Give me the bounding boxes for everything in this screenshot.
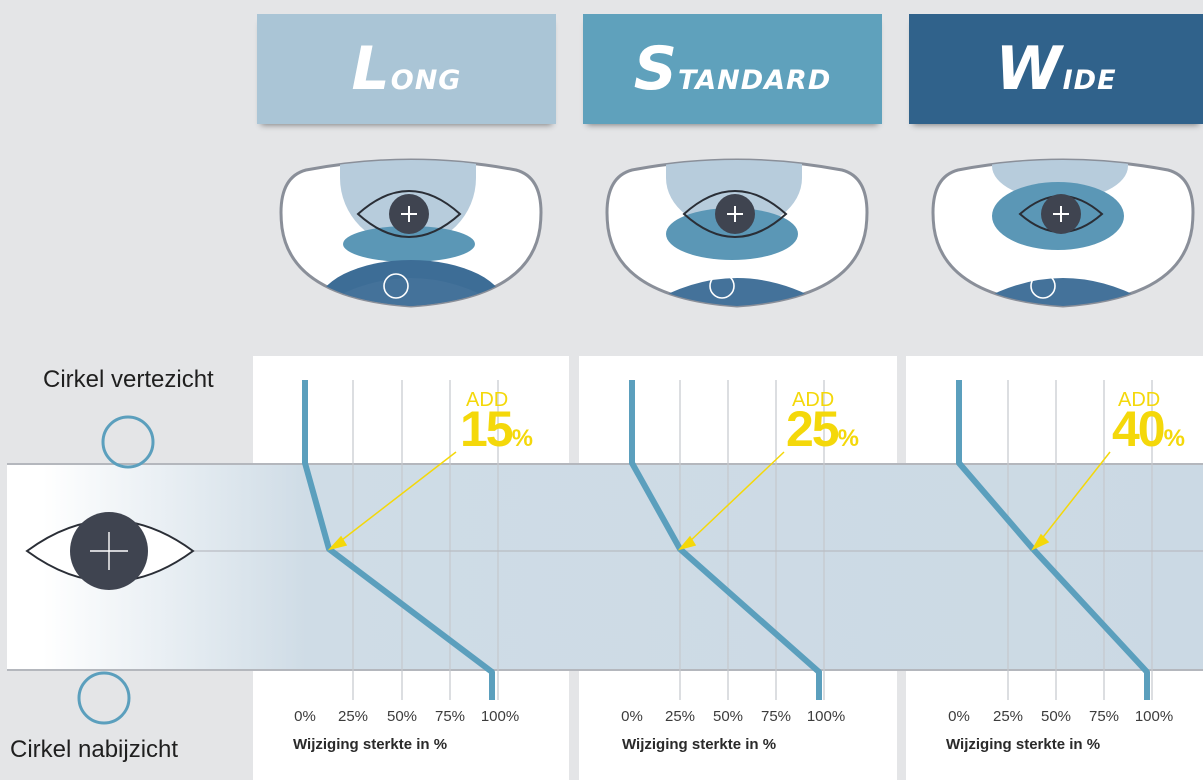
add-label-standard: ADD (792, 389, 835, 411)
label-near-circle: Cirkel nabijzicht (10, 736, 179, 763)
tick-label: 50% (1040, 708, 1072, 725)
lens-icon-wide (931, 158, 1195, 308)
tick-label: 0% (948, 708, 970, 725)
header-wide: Wide (909, 14, 1203, 124)
lens-icon-standard (605, 158, 869, 308)
header-standard-label: Standard (633, 34, 832, 104)
header-standard: Standard (583, 14, 882, 124)
tick-label: 100% (1134, 708, 1174, 725)
tick-label: 100% (806, 708, 846, 725)
label-far-circle: Cirkel vertezicht (43, 366, 214, 393)
tick-label: 75% (1088, 708, 1120, 725)
add-number-wide: 40 (1112, 401, 1166, 457)
eye-icon (25, 512, 195, 590)
add-label-wide: ADD (1118, 389, 1161, 411)
tick-label: 100% (480, 708, 520, 725)
tick-label: 75% (760, 708, 792, 725)
add-value-wide: 40% (1112, 400, 1185, 458)
tick-label: 0% (621, 708, 643, 725)
add-label-long: ADD (466, 389, 509, 411)
xlabel-wide: Wijziging sterkte in % (946, 736, 1101, 753)
lens-icon-long (279, 158, 543, 308)
circle-near-icon (77, 671, 131, 725)
header-long: Long (257, 14, 556, 124)
add-unit-long: % (511, 425, 533, 452)
tick-label: 25% (664, 708, 696, 725)
add-value-long: 15% (460, 400, 533, 458)
circle-far-icon (101, 415, 155, 469)
add-number-standard: 25 (786, 401, 840, 457)
header-wide-label: Wide (995, 34, 1117, 104)
add-unit-wide: % (1163, 425, 1185, 452)
tick-label: 25% (337, 708, 369, 725)
header-long-label: Long (351, 34, 462, 104)
add-value-standard: 25% (786, 400, 859, 458)
tick-label: 25% (992, 708, 1024, 725)
xlabel-long: Wijziging sterkte in % (293, 736, 448, 753)
add-number-long: 15 (460, 401, 514, 457)
tick-label: 0% (294, 708, 316, 725)
tick-label: 50% (712, 708, 744, 725)
xlabel-standard: Wijziging sterkte in % (622, 736, 777, 753)
tick-label: 75% (434, 708, 466, 725)
add-unit-standard: % (837, 425, 859, 452)
tick-label: 50% (386, 708, 418, 725)
